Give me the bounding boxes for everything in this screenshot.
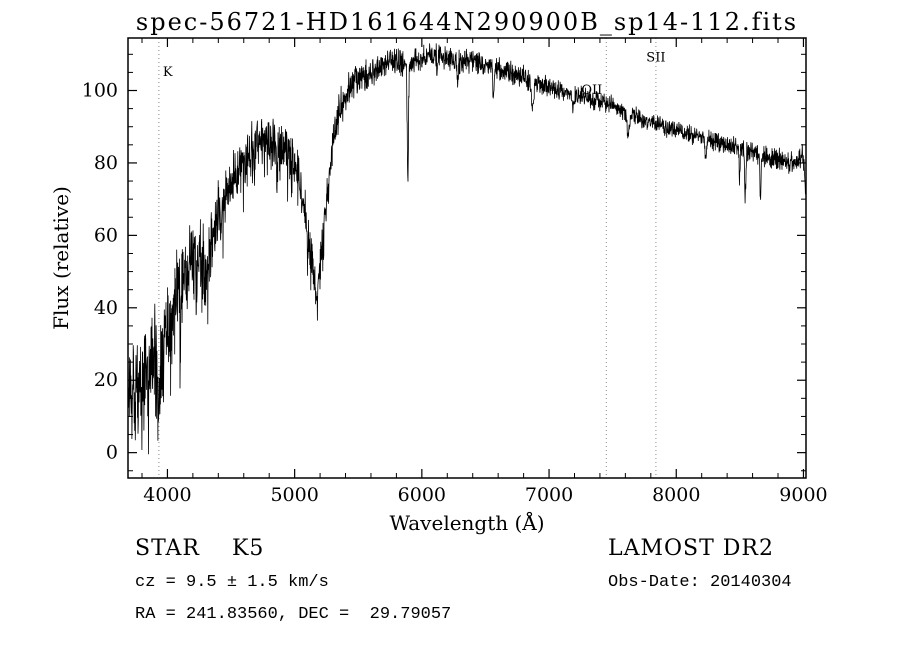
x-tick-label: 9000 — [779, 484, 827, 506]
ra-dec-label: RA = 241.83560, DEC = 29.79057 — [135, 605, 452, 624]
survey-label: LAMOST DR2 — [608, 536, 774, 561]
y-tick-label: 40 — [94, 297, 118, 319]
plot-title: spec-56721-HD161644N290900B_sp14-112.fit… — [135, 8, 799, 36]
y-tick-label: 100 — [82, 80, 118, 102]
object-class-label: STAR K5 — [135, 536, 265, 561]
y-tick-label: 20 — [94, 369, 118, 391]
x-tick-label: 5000 — [270, 484, 318, 506]
y-tick-label: 60 — [94, 224, 118, 246]
y-tick-label: 80 — [94, 152, 118, 174]
spectral-line-label: SII — [646, 51, 665, 66]
obs-date-label: Obs-Date: 20140304 — [608, 573, 792, 592]
x-tick-label: 4000 — [143, 484, 191, 506]
cz-label: cz = 9.5 ± 1.5 km/s — [135, 573, 329, 592]
x-axis-label: Wavelength (Å) — [389, 510, 544, 535]
plot-frame — [127, 37, 807, 479]
spectral-line-label: K — [163, 65, 173, 80]
x-tick-label: 6000 — [398, 484, 446, 506]
y-tick-label: 0 — [106, 442, 118, 464]
x-tick-label: 7000 — [525, 484, 573, 506]
spectral-line-label: OII — [581, 83, 602, 98]
spectrum-trace — [128, 43, 806, 455]
y-axis-label: Flux (relative) — [49, 186, 73, 330]
x-tick-label: 8000 — [652, 484, 700, 506]
